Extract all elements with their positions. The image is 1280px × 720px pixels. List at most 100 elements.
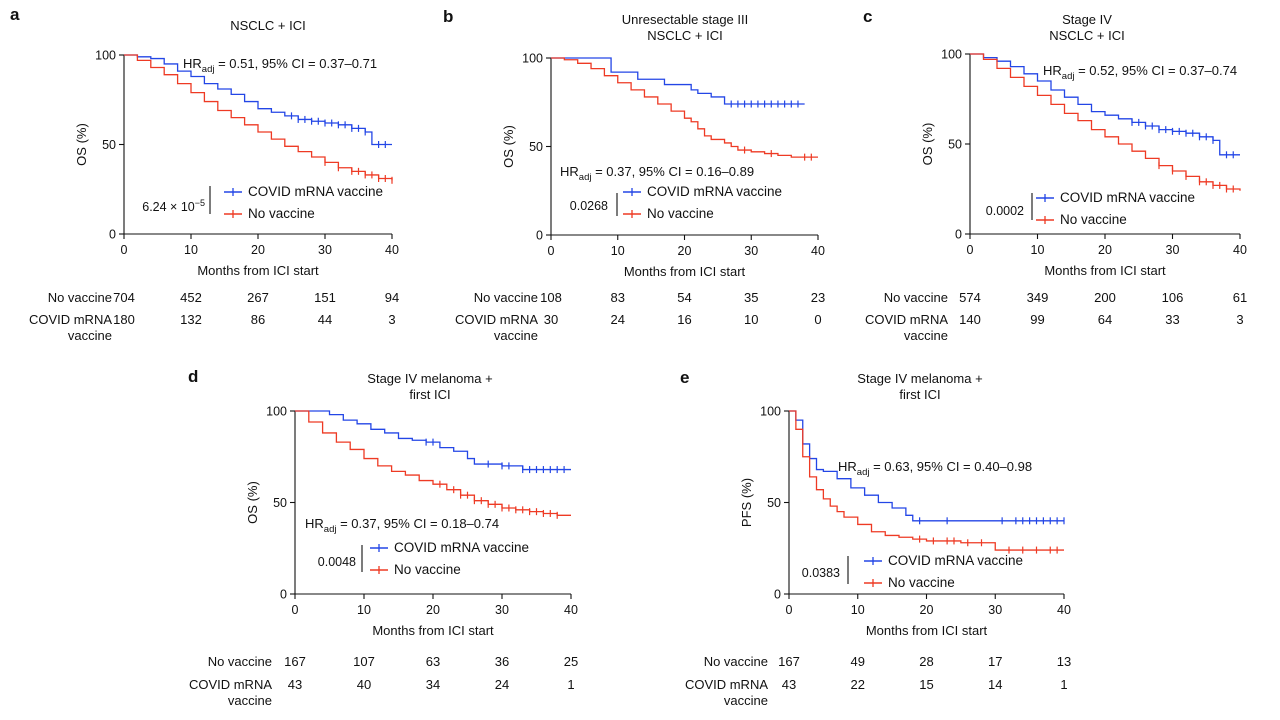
hr-prefix: HR (305, 516, 324, 531)
pvalue-base: 6.24 × 10 (142, 200, 195, 214)
y-axis-label: PFS (%) (739, 478, 754, 527)
risk-table-row-label: COVID mRNA (29, 312, 112, 327)
risk-table-cell: 40 (357, 677, 371, 692)
hr-subscript: adj (1062, 71, 1075, 82)
risk-table-cell: 13 (1057, 654, 1071, 669)
risk-table-row-label: vaccine (724, 693, 768, 708)
x-tick-label: 10 (1031, 243, 1045, 257)
panel-label: a (10, 5, 20, 24)
risk-table-cell: 1 (567, 677, 574, 692)
hr-subscript: adj (202, 64, 215, 75)
x-tick-label: 0 (121, 243, 128, 257)
y-tick-label: 100 (95, 49, 116, 63)
risk-table-row-label: vaccine (68, 328, 112, 343)
hr-prefix: HR (838, 459, 857, 474)
y-tick-label: 50 (102, 138, 116, 152)
risk-table-cell: 349 (1027, 290, 1049, 305)
y-tick-label: 50 (529, 140, 543, 154)
x-tick-label: 40 (1057, 603, 1071, 617)
x-tick-label: 30 (495, 603, 509, 617)
risk-table-cell: 43 (782, 677, 796, 692)
legend-label: COVID mRNA vaccine (647, 184, 782, 199)
risk-table-cell: 28 (919, 654, 933, 669)
risk-table-row-label: No vaccine (208, 654, 272, 669)
chart-title: Stage IV melanoma + (857, 371, 982, 386)
chart-title: NSCLC + ICI (647, 28, 723, 43)
x-tick-label: 40 (564, 603, 578, 617)
y-axis-label: OS (%) (920, 123, 935, 166)
km-curve-no-vaccine (124, 54, 393, 181)
chart-title: first ICI (409, 387, 450, 402)
y-axis-label: OS (%) (245, 481, 260, 524)
chart-title: Unresectable stage III (622, 12, 748, 27)
y-tick-label: 50 (767, 496, 781, 510)
panel-d: d Stage IV melanoma +first ICI 0 50 100 0 10 20… (188, 367, 578, 708)
risk-table-cell: 132 (180, 312, 202, 327)
risk-table-row-label: No vaccine (884, 290, 948, 305)
risk-table-cell: 107 (353, 654, 375, 669)
x-tick-label: 20 (920, 603, 934, 617)
y-tick-label: 100 (522, 52, 543, 66)
chart-title: NSCLC + ICI (230, 18, 306, 33)
y-tick-label: 0 (280, 588, 287, 602)
km-curve-no-vaccine (970, 53, 1241, 191)
legend-label: COVID mRNA vaccine (394, 540, 529, 555)
risk-table-cell: 94 (385, 290, 399, 305)
hr-prefix: HR (1043, 63, 1062, 78)
risk-table-cell: 15 (919, 677, 933, 692)
y-axis-label: OS (%) (501, 125, 516, 168)
hr-value: = 0.51, 95% CI = 0.37–0.71 (214, 56, 377, 71)
km-curve-no-vaccine (789, 410, 1064, 551)
risk-table-cell: 574 (959, 290, 981, 305)
x-tick-label: 20 (678, 244, 692, 258)
risk-table-cell: 106 (1162, 290, 1184, 305)
y-tick-label: 100 (941, 48, 962, 62)
risk-table-row-label: vaccine (904, 328, 948, 343)
pvalue-exponent: −5 (195, 198, 205, 208)
km-curve-vaccine (551, 57, 805, 105)
risk-table-cell: 24 (611, 312, 625, 327)
risk-table-cell: 3 (388, 312, 395, 327)
risk-table-cell: 54 (677, 290, 691, 305)
y-tick-label: 0 (536, 229, 543, 243)
y-tick-label: 0 (109, 228, 116, 242)
hr-prefix: HR (560, 164, 579, 179)
hr-value: = 0.37, 95% CI = 0.16–0.89 (591, 164, 754, 179)
x-tick-label: 0 (292, 603, 299, 617)
risk-table-row-label: No vaccine (704, 654, 768, 669)
x-tick-label: 10 (357, 603, 371, 617)
risk-table-cell: 17 (988, 654, 1002, 669)
hr-value: = 0.52, 95% CI = 0.37–0.74 (1074, 63, 1237, 78)
risk-table-cell: 30 (544, 312, 558, 327)
pvalue-base: 0.0048 (318, 555, 356, 569)
x-tick-label: 30 (744, 244, 758, 258)
risk-table-cell: 25 (564, 654, 578, 669)
risk-table-cell: 3 (1236, 312, 1243, 327)
x-tick-label: 20 (251, 243, 265, 257)
risk-table-cell: 704 (113, 290, 135, 305)
x-tick-label: 40 (385, 243, 399, 257)
legend-label: No vaccine (647, 206, 714, 221)
hr-annotation: HRadj = 0.63, 95% CI = 0.40–0.98 (838, 459, 1032, 478)
panel-e: e Stage IV melanoma +first ICI 0 50 100 0 10 20… (680, 368, 1071, 708)
x-tick-label: 10 (611, 244, 625, 258)
hr-annotation: HRadj = 0.37, 95% CI = 0.16–0.89 (560, 164, 754, 183)
hr-value: = 0.63, 95% CI = 0.40–0.98 (869, 459, 1032, 474)
risk-table-cell: 36 (495, 654, 509, 669)
x-tick-label: 20 (426, 603, 440, 617)
risk-table-cell: 140 (959, 312, 981, 327)
y-tick-label: 50 (948, 138, 962, 152)
pvalue: 0.0383 (802, 566, 840, 580)
x-tick-label: 30 (318, 243, 332, 257)
risk-table-cell: 180 (113, 312, 135, 327)
risk-table-cell: 200 (1094, 290, 1116, 305)
risk-table-cell: 35 (744, 290, 758, 305)
hr-annotation: HRadj = 0.52, 95% CI = 0.37–0.74 (1043, 63, 1237, 82)
km-curve-no-vaccine (295, 410, 571, 516)
y-tick-label: 100 (760, 405, 781, 419)
panel-label: e (680, 368, 689, 387)
risk-table-cell: 267 (247, 290, 269, 305)
legend-label: COVID mRNA vaccine (888, 553, 1023, 568)
legend-label: No vaccine (888, 575, 955, 590)
